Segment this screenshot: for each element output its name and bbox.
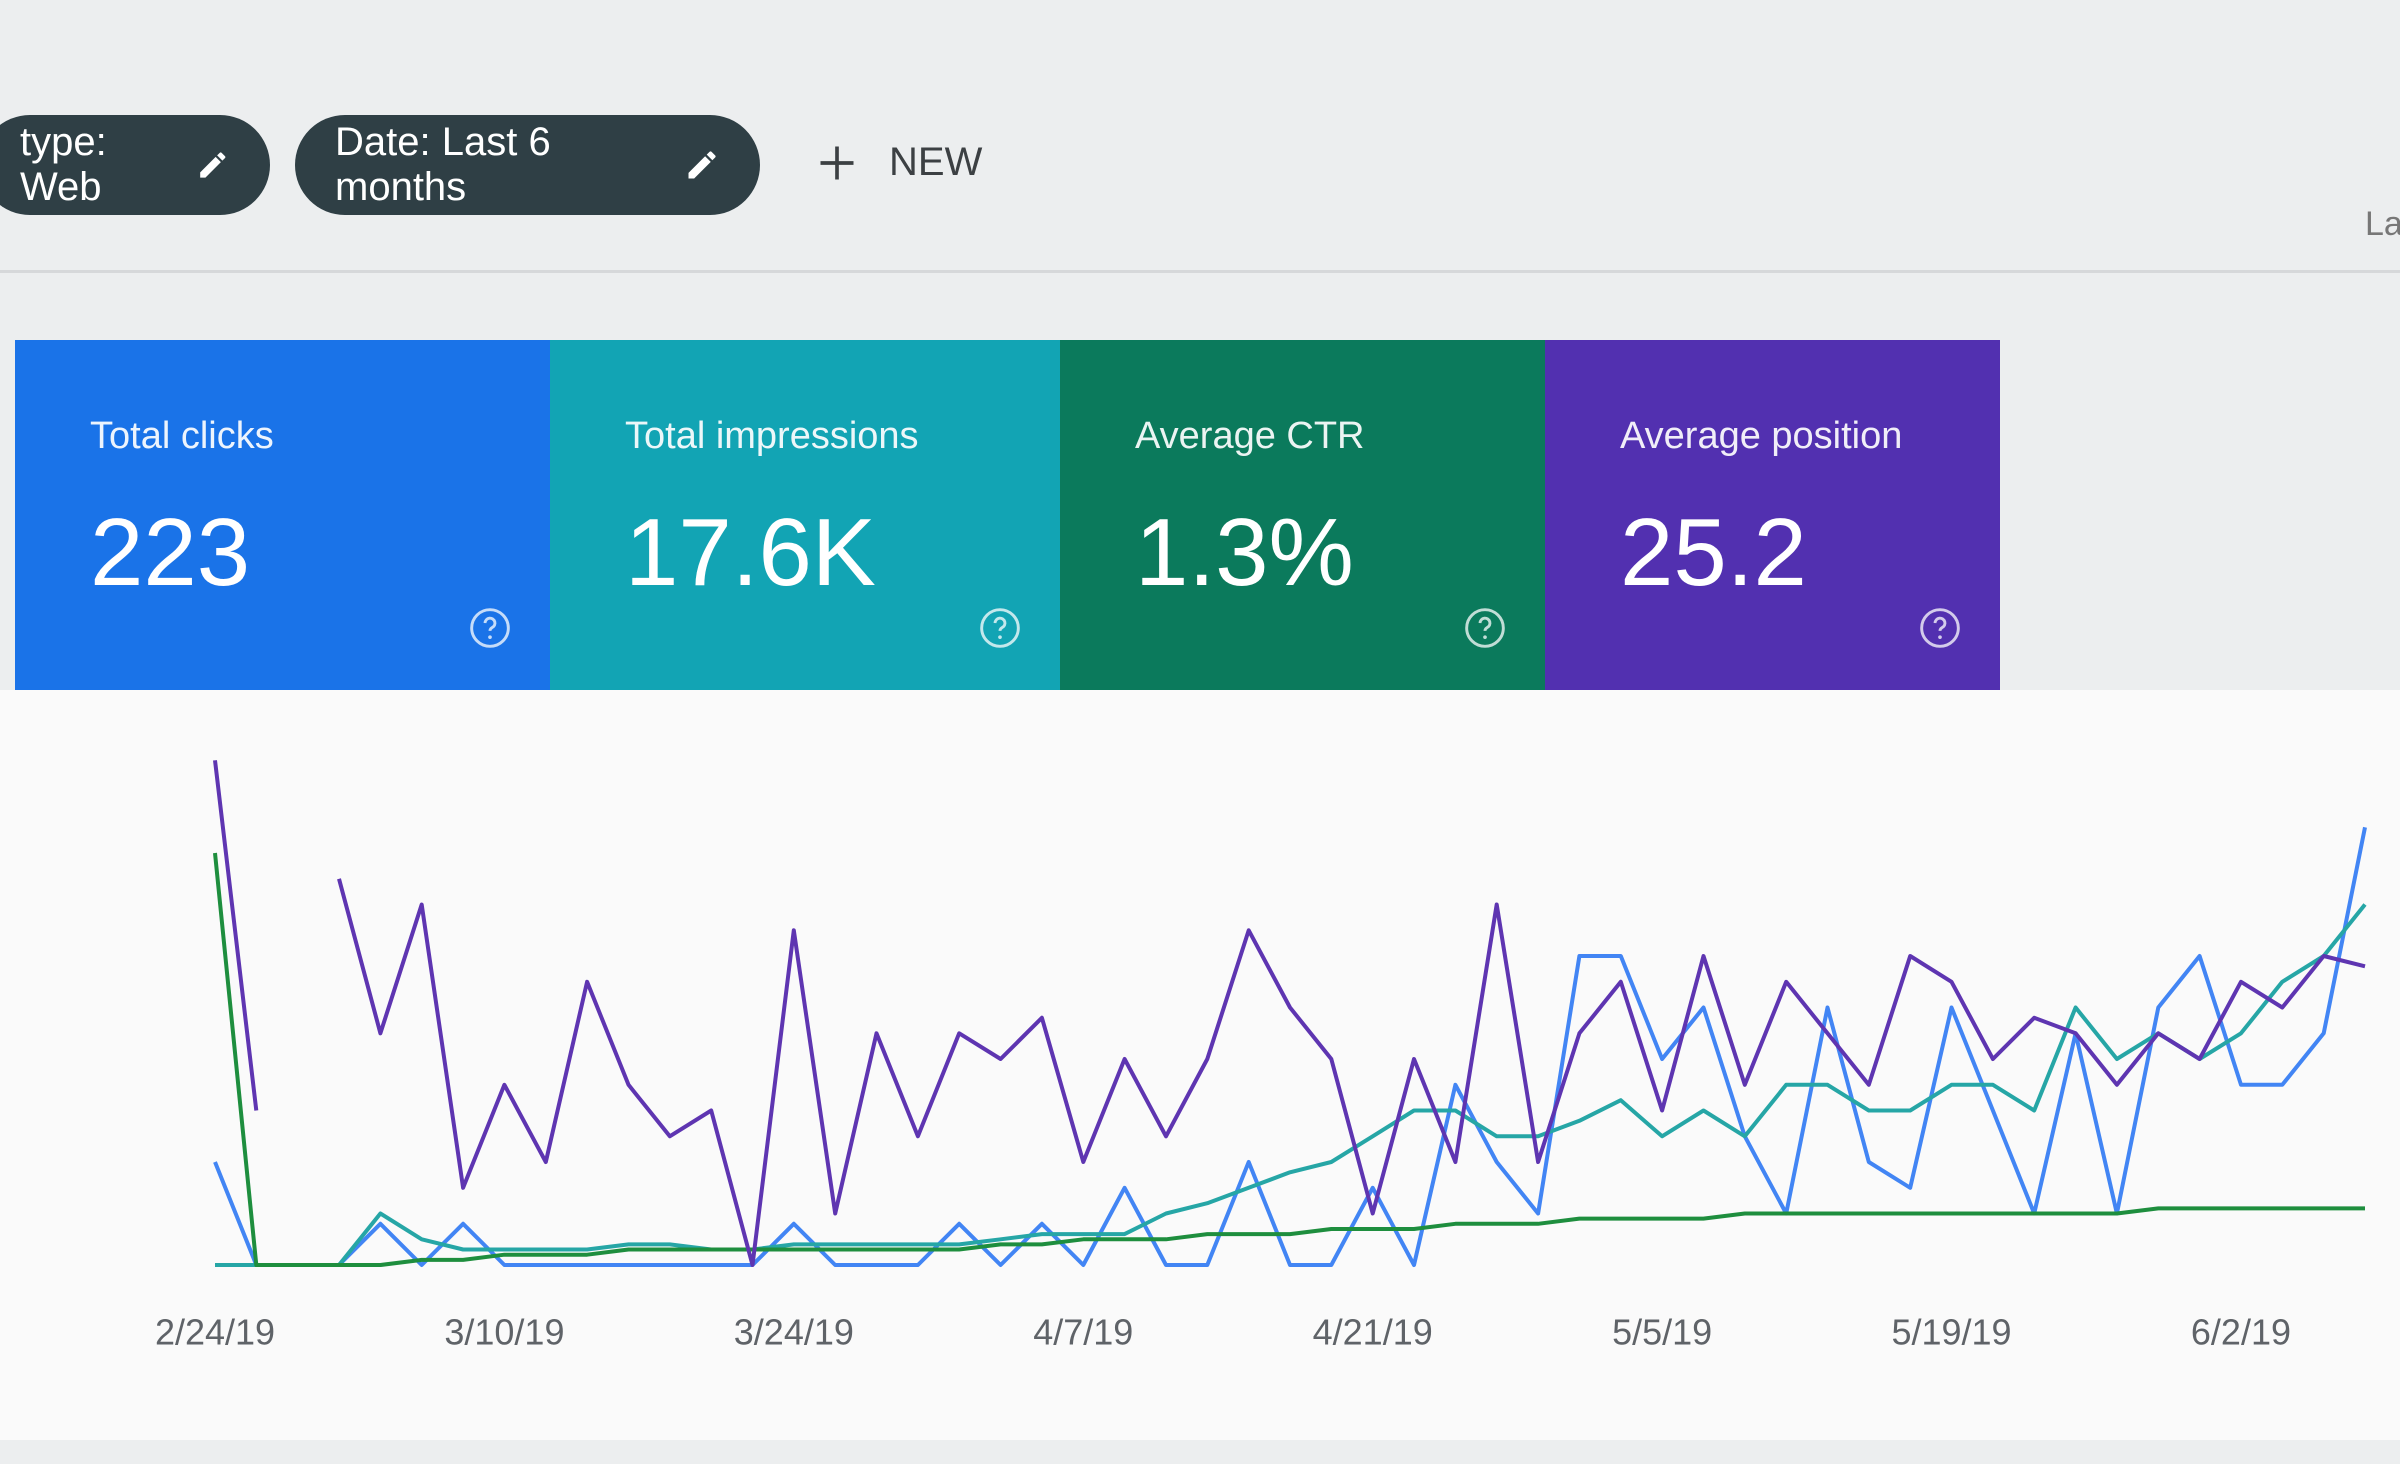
series-line [213, 826, 2367, 1267]
filter-chip[interactable]: type: Web [0, 115, 270, 215]
metric-value: 1.3% [1135, 499, 1354, 606]
series-line [215, 903, 2367, 1267]
header-fragment: La [2365, 205, 2400, 243]
help-icon[interactable] [978, 606, 1022, 650]
series-line [213, 852, 2365, 1267]
metric-title: Average CTR [1135, 415, 1365, 457]
metric-title: Total impressions [625, 415, 919, 457]
metric-title: Average position [1620, 415, 1903, 457]
new-button[interactable]: NEW [815, 140, 982, 185]
metric-title: Total clicks [90, 415, 274, 457]
x-tick-label: 3/10/19 [444, 1312, 564, 1353]
x-tick-label: 5/5/19 [1612, 1312, 1712, 1353]
metric-card[interactable]: Total impressions 17.6K [550, 340, 1060, 690]
metric-card[interactable]: Total clicks 223 [15, 340, 550, 690]
filter-chip[interactable]: Date: Last 6 months [295, 115, 760, 215]
x-tick-label: 4/21/19 [1313, 1312, 1433, 1353]
new-label: NEW [889, 140, 983, 184]
plus-icon [820, 146, 854, 179]
help-icon[interactable] [1463, 606, 1507, 650]
x-tick-label: 3/24/19 [734, 1312, 854, 1353]
metric-card[interactable]: Average CTR 1.3% [1060, 340, 1545, 690]
metric-value: 25.2 [1620, 499, 1807, 606]
chart: 2/24/19 3/10/19 3/24/19 4/7/19 4/21/19 5/5/19… [0, 690, 2400, 1440]
help-icon[interactable] [468, 606, 512, 650]
x-tick-label: 4/7/19 [1033, 1312, 1133, 1353]
metric-card[interactable]: Average position 25.2 [1545, 340, 2000, 690]
x-tick-label: 6/2/19 [2191, 1312, 2291, 1353]
metric-value: 223 [90, 499, 251, 606]
edit-icon [688, 151, 716, 179]
chart-background [0, 690, 2400, 1440]
divider [0, 270, 2400, 273]
help-icon[interactable] [1918, 606, 1962, 650]
x-tick-label: 2/24/19 [155, 1312, 275, 1353]
x-tick-label: 5/19/19 [1891, 1312, 2011, 1353]
edit-icon [200, 152, 226, 178]
metric-value: 17.6K [625, 499, 876, 606]
series-line [213, 760, 2366, 1267]
filter-label: type: Web [20, 120, 107, 209]
filter-label: Date: Last 6 months [335, 120, 551, 209]
